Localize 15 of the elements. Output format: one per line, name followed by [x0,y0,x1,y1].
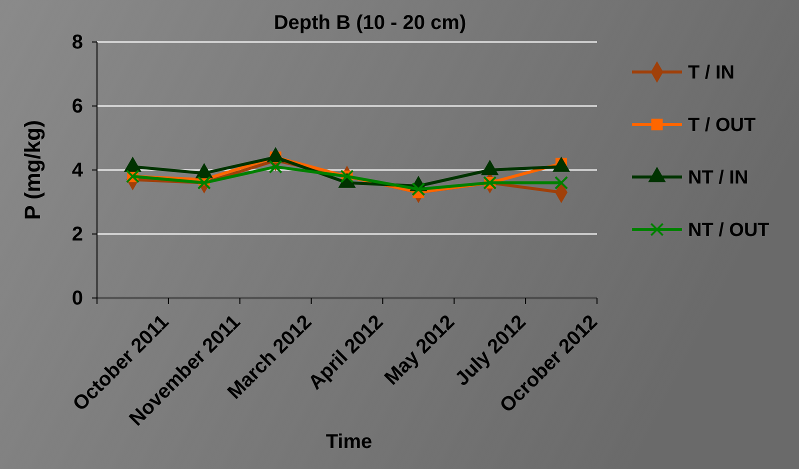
y-tick-label: 6 [72,95,83,118]
y-axis-title: P (mg/kg) [20,120,45,220]
y-tick-label: 2 [72,223,83,246]
legend-label: NT / OUT [688,220,770,242]
legend-label: NT / IN [688,168,748,189]
y-tick-label: 8 [72,31,83,54]
point [268,160,282,174]
y-tick-label: 4 [72,159,84,182]
y-tick-label: 0 [72,287,83,310]
legend-label: T / OUT [688,115,756,136]
legend-label: T / IN [688,62,734,84]
point [554,176,568,190]
chart-title: Depth B (10 - 20 cm) [274,12,466,34]
point [197,176,211,190]
x-axis-title: Time [326,431,372,453]
